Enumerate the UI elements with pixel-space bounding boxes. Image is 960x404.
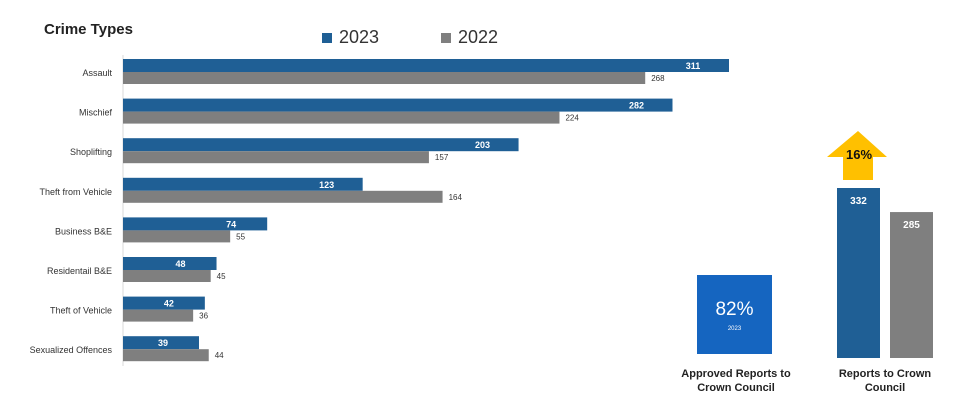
data-label-2022-residentail-b-e: 45 xyxy=(217,272,226,281)
legend-item-2022: 2022 xyxy=(441,27,498,48)
category-label-theft-from-vehicle: Theft from Vehicle xyxy=(39,187,112,197)
kpi-box: 82% 2023 xyxy=(697,275,772,354)
crown-data-label-2022: 285 xyxy=(903,220,920,231)
category-label-shoplifting: Shoplifting xyxy=(70,147,112,157)
bar-2023-shoplifting xyxy=(123,138,519,152)
crown-bar-2022 xyxy=(890,212,933,358)
change-label: 16% xyxy=(846,147,872,162)
kpi-year: 2023 xyxy=(727,326,742,332)
bar-2022-assault xyxy=(123,72,646,84)
data-label-2023-theft-of-vehicle: 42 xyxy=(164,299,174,309)
up-arrow-icon xyxy=(827,131,887,180)
data-label-2022-assault: 268 xyxy=(651,74,665,83)
bar-2023-sexualized-offences xyxy=(123,336,199,350)
data-label-2023-assault: 311 xyxy=(686,61,701,71)
bar-2022-theft-from-vehicle xyxy=(123,190,443,203)
bar-2023-theft-from-vehicle xyxy=(123,177,363,191)
data-label-2023-residentail-b-e: 48 xyxy=(176,259,186,269)
data-label-2022-mischief: 224 xyxy=(565,114,579,123)
legend-label-2022: 2022 xyxy=(458,27,499,47)
crown-bar-2023 xyxy=(837,188,880,358)
data-label-2022-shoplifting: 157 xyxy=(435,153,449,162)
kpi-caption: Approved Reports to Crown Council xyxy=(681,368,791,394)
data-label-2022-theft-from-vehicle: 164 xyxy=(449,193,463,202)
bar-2022-sexualized-offences xyxy=(123,349,209,362)
bar-2022-theft-of-vehicle xyxy=(123,309,194,322)
data-label-2023-shoplifting: 203 xyxy=(475,140,490,150)
legend-item-2023: 2023 xyxy=(322,27,379,48)
crown-reports-chart: 332 285 16% xyxy=(827,131,933,358)
data-label-2023-sexualized-offences: 39 xyxy=(158,338,168,348)
data-label-2022-sexualized-offences: 44 xyxy=(215,351,224,360)
category-label-theft-of-vehicle: Theft of Vehicle xyxy=(50,306,112,316)
bar-2022-mischief xyxy=(123,111,560,124)
category-label-residentail-b-e: Residentail B&E xyxy=(47,266,112,276)
data-label-2023-business-b-e: 74 xyxy=(226,219,236,229)
legend-label-2023: 2023 xyxy=(339,27,380,47)
bar-2022-business-b-e xyxy=(123,230,231,243)
data-label-2023-theft-from-vehicle: 123 xyxy=(319,180,334,190)
chart-title: Crime Types xyxy=(44,21,133,38)
category-label-business-b-e: Business B&E xyxy=(55,226,112,236)
bar-2023-assault xyxy=(123,59,729,72)
data-label-2023-mischief: 282 xyxy=(629,101,644,111)
bar-2023-business-b-e xyxy=(123,217,268,231)
data-label-2022-business-b-e: 55 xyxy=(236,232,245,241)
bar-2023-mischief xyxy=(123,98,673,112)
bar-2022-shoplifting xyxy=(123,151,429,164)
category-label-sexualized-offences: Sexualized Offences xyxy=(30,345,113,355)
bar-2023-theft-of-vehicle xyxy=(123,296,205,310)
crime-types-chart: Assault 311 268 Mischief 282 224 Shoplifting 20… xyxy=(30,55,729,366)
bar-2022-residentail-b-e xyxy=(123,270,211,282)
category-label-mischief: Mischief xyxy=(79,108,113,118)
legend-swatch-2022 xyxy=(441,32,451,43)
kpi-value: 82% xyxy=(715,299,754,320)
crown-caption: Reports to Crown Council xyxy=(838,368,932,394)
data-label-2022-theft-of-vehicle: 36 xyxy=(199,312,208,321)
legend-swatch-2023 xyxy=(322,32,332,43)
crown-data-label-2023: 332 xyxy=(850,196,867,207)
category-label-assault: Assault xyxy=(82,68,112,78)
bar-2023-residentail-b-e xyxy=(123,257,217,270)
